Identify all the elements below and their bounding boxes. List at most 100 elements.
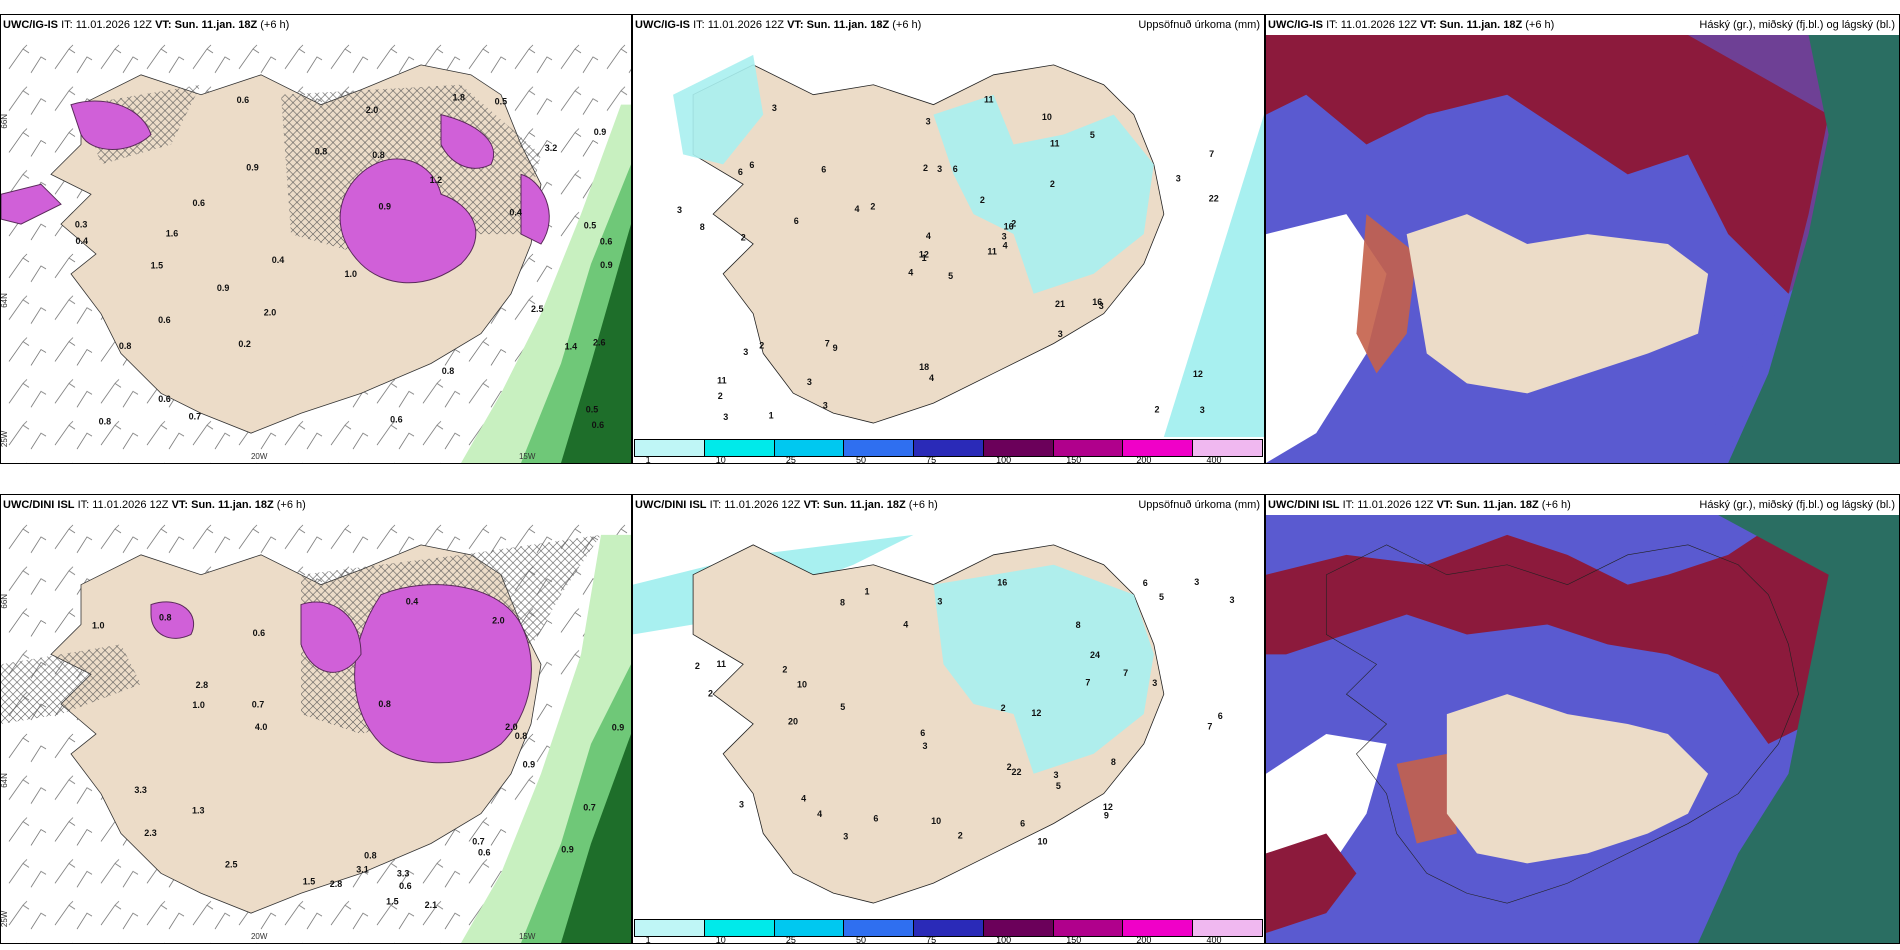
map-value-label: 4.0 bbox=[255, 722, 268, 732]
precip-map-panel-top: UWC/IG-IS IT: 11.01.2026 12Z VT: Sun. 11… bbox=[632, 14, 1265, 464]
colorbar-swatch bbox=[844, 440, 915, 456]
map-value-label: 2 bbox=[741, 233, 746, 243]
colorbar-swatch bbox=[704, 920, 775, 936]
colorbar: 1 10 25 50 75 100 150 200 400 bbox=[633, 917, 1264, 943]
colorbar-swatch bbox=[1193, 440, 1263, 456]
wind-map-panel-bottom: UWC/DINI ISL IT: 11.01.2026 12Z VT: Sun.… bbox=[0, 494, 632, 944]
map-value-label: 0.8 bbox=[515, 731, 528, 741]
map-value-label: 4 bbox=[929, 373, 934, 383]
precip-map-panel-bottom: UWC/DINI ISL IT: 11.01.2026 12Z VT: Sun.… bbox=[632, 494, 1265, 944]
map-value-label: 4 bbox=[903, 620, 908, 630]
panel-header: UWC/DINI ISL IT: 11.01.2026 12Z VT: Sun.… bbox=[633, 495, 1264, 515]
map-value-label: 4 bbox=[817, 809, 822, 819]
panel-header: UWC/IG-IS IT: 11.01.2026 12Z VT: Sun. 11… bbox=[633, 15, 1264, 35]
map-value-label: 2 bbox=[759, 340, 764, 350]
cloud-map-panel-top: UWC/IG-IS IT: 11.01.2026 12Z VT: Sun. 11… bbox=[1265, 14, 1900, 464]
map-value-label: 0.6 bbox=[253, 628, 266, 638]
map-value-label: 0.4 bbox=[509, 208, 522, 218]
map-value-label: 3 bbox=[807, 377, 812, 387]
map-value-label: 5 bbox=[1056, 781, 1061, 791]
map-value-label: 0.4 bbox=[406, 596, 419, 606]
lon-15-label: 15W bbox=[519, 932, 536, 941]
map-value-label: 2.6 bbox=[593, 337, 606, 347]
colorbar-label: 200 bbox=[1136, 935, 1152, 944]
colorbar-swatch bbox=[635, 440, 705, 456]
map-value-label: 0.8 bbox=[119, 341, 132, 351]
map-value-label: 11 bbox=[987, 247, 997, 257]
map-value-label: 0.7 bbox=[583, 803, 596, 813]
colorbar-swatch bbox=[774, 440, 845, 456]
vt-value: Sun. 11.jan. 18Z bbox=[1456, 499, 1539, 511]
map-value-label: 2.0 bbox=[366, 105, 379, 115]
map-value-label: 6 bbox=[821, 164, 826, 174]
map-value-label: 1.0 bbox=[92, 621, 105, 631]
map-value-label: 1.0 bbox=[345, 269, 358, 279]
model-name: UWC/DINI ISL bbox=[1268, 499, 1340, 511]
colorbar-swatch bbox=[704, 440, 775, 456]
map-value-label: 2 bbox=[1001, 703, 1006, 713]
colorbar-swatch bbox=[1123, 920, 1194, 936]
map-value-label: 0.8 bbox=[442, 366, 455, 376]
vt-value: Sun. 11.jan. 18Z bbox=[174, 19, 258, 31]
map-value-label: 9 bbox=[1104, 810, 1109, 820]
map-value-label: 0.8 bbox=[364, 850, 377, 860]
wind-map-svg: 66N 64N 25W 20W 15W 1.5 0.8 0.8 1.0 0.9 2.3 3.… bbox=[1, 515, 631, 943]
map-value-label: 0.5 bbox=[586, 404, 599, 414]
map-value-label: 0.5 bbox=[584, 221, 597, 231]
map-value-label: 3 bbox=[1176, 174, 1181, 184]
map-value-label: 6 bbox=[1020, 818, 1025, 828]
colorbar-label: 150 bbox=[1066, 455, 1082, 464]
colorbar-swatch bbox=[1123, 440, 1194, 456]
map-value-label: 2.8 bbox=[330, 879, 343, 889]
map-value-label: 0.9 bbox=[561, 844, 574, 854]
map-value-label: 1.4 bbox=[565, 342, 578, 352]
wind-values-top: 0.9 0.5 1.2 0.6 0.4 2.6 2.0 1.8 1.4 3.2 0.6 2.5 0.4 0… bbox=[75, 93, 613, 430]
model-name: UWC/IG-IS bbox=[3, 19, 58, 31]
map-value-label: 5 bbox=[1159, 592, 1164, 602]
map-value-label: 0.7 bbox=[189, 411, 202, 421]
map-value-label: 6 bbox=[1218, 711, 1223, 721]
wind-values-bottom: 1.5 0.8 0.8 1.0 0.9 2.3 3.1 3.3 2.0 2.8 1.3 0.9 2.8 2… bbox=[92, 596, 624, 910]
map-value-label: 1.8 bbox=[453, 93, 466, 103]
map-value-label: 3.3 bbox=[134, 785, 147, 795]
map-value-label: 18 bbox=[919, 362, 929, 372]
map-value-label: 2 bbox=[980, 195, 985, 205]
map-value-label: 3.2 bbox=[545, 143, 558, 153]
cloud-title: Háský (gr.), miðský (fj.bl.) og lágský (… bbox=[1699, 499, 1895, 511]
precip-title: Uppsöfnuð úrkoma (mm) bbox=[1138, 499, 1260, 511]
map-value-label: 3 bbox=[1194, 577, 1199, 587]
precip-map: 5 6 1 11 16 9 10 6 11 11 3 3 2 7 4 2 1 2 2 2 2 2 3 3 2 3 6 3 8 21 22 12… bbox=[633, 35, 1264, 437]
cloud-title: Háský (gr.), miðský (fj.bl.) og lágský (… bbox=[1699, 19, 1895, 31]
map-value-label: 6 bbox=[749, 160, 754, 170]
model-name: UWC/IG-IS bbox=[1268, 19, 1323, 31]
colorbar-swatch bbox=[983, 440, 1054, 456]
map-value-label: 2.5 bbox=[225, 859, 238, 869]
map-value-label: 9 bbox=[833, 343, 838, 353]
it-label: IT: bbox=[1326, 19, 1338, 31]
panel-header: UWC/DINI ISL IT: 11.01.2026 12Z VT: Sun.… bbox=[1, 495, 631, 515]
map-value-label: 3 bbox=[1002, 232, 1007, 242]
map-value-label: 8 bbox=[840, 598, 845, 608]
map-value-label: 0.6 bbox=[390, 415, 403, 425]
colorbar-swatch bbox=[914, 920, 984, 936]
map-value-label: 0.6 bbox=[600, 237, 613, 247]
colorbar-label: 25 bbox=[785, 935, 796, 944]
map-value-label: 5 bbox=[1090, 130, 1095, 140]
map-value-label: 2.0 bbox=[492, 615, 505, 625]
map-value-label: 0.9 bbox=[594, 127, 607, 137]
model-name: UWC/DINI ISL bbox=[635, 499, 707, 511]
it-label: IT: bbox=[77, 499, 90, 511]
colorbar-swatch bbox=[635, 920, 705, 936]
map-value-label: 3 bbox=[937, 164, 942, 174]
model-name: UWC/IG-IS bbox=[635, 19, 690, 31]
precip-map: 10 8 4 2 7 6 7 5 3 4 3 2 6 2 7 6 2 5 8 3 12 22 3 9 12 24 20 10 2 4 5 3 8… bbox=[633, 515, 1264, 917]
lat-64-label: 64N bbox=[1, 773, 9, 788]
map-value-label: 2 bbox=[1011, 219, 1016, 229]
vt-label: VT: bbox=[787, 19, 804, 31]
map-value-label: 7 bbox=[1085, 678, 1090, 688]
lon-20-label: 20W bbox=[251, 932, 268, 941]
map-value-label: 0.4 bbox=[76, 236, 89, 246]
map-value-label: 1.6 bbox=[166, 229, 179, 239]
colorbar-swatch bbox=[914, 440, 984, 456]
